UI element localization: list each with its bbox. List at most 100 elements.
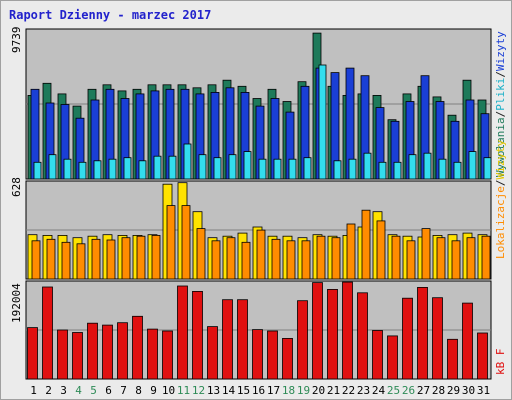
bar-kbf bbox=[402, 297, 413, 380]
bar-pliki bbox=[333, 160, 342, 180]
bar-pliki bbox=[318, 64, 327, 180]
bar-kbf bbox=[432, 297, 443, 380]
bar-kbf bbox=[237, 299, 248, 380]
bar-lokalizacje bbox=[181, 205, 191, 280]
bar-pliki bbox=[393, 161, 402, 180]
bar-lokalizacje bbox=[301, 240, 311, 280]
bar-pliki bbox=[108, 158, 117, 180]
bar-lokalizacje bbox=[481, 235, 491, 280]
bar-lokalizacje bbox=[61, 241, 71, 280]
day-label: 22 bbox=[342, 384, 355, 397]
bar-kbf bbox=[387, 335, 398, 380]
bar-kbf bbox=[207, 326, 218, 380]
panel-bottom-legend: kB F bbox=[494, 349, 507, 376]
bar-pliki bbox=[213, 157, 222, 180]
bar-kbf bbox=[27, 327, 38, 380]
bar-pliki bbox=[198, 154, 207, 180]
day-label: 30 bbox=[462, 384, 475, 397]
bar-pliki bbox=[63, 158, 72, 180]
day-label: 14 bbox=[222, 384, 236, 397]
day-label: 25 bbox=[387, 384, 400, 397]
day-label: 19 bbox=[297, 384, 310, 397]
bar-kbf bbox=[477, 332, 488, 380]
panel-middle-max-label: 628 bbox=[10, 177, 23, 197]
bar-kbf bbox=[132, 315, 143, 380]
bar-lokalizacje bbox=[256, 229, 266, 280]
bar-lokalizacje bbox=[166, 205, 176, 280]
bar-lokalizacje bbox=[136, 235, 146, 280]
bar-kbf bbox=[372, 330, 383, 380]
day-label: 10 bbox=[162, 384, 175, 397]
bar-lokalizacje bbox=[106, 239, 116, 280]
day-label: 29 bbox=[447, 384, 460, 397]
panel-top-legend-entry: / bbox=[494, 71, 507, 78]
bar-lokalizacje bbox=[31, 240, 41, 280]
bar-kbf bbox=[267, 330, 278, 380]
day-label: 9 bbox=[150, 384, 157, 397]
bar-pliki bbox=[123, 157, 132, 180]
day-label: 23 bbox=[357, 384, 370, 397]
day-label: 5 bbox=[90, 384, 97, 397]
panel-middle-legend-entry: Lokalizacje bbox=[494, 186, 507, 259]
bar-kbf bbox=[177, 285, 188, 380]
bar-kbf bbox=[192, 290, 203, 380]
bar-kbf bbox=[57, 329, 68, 380]
bar-lokalizacje bbox=[361, 209, 371, 280]
day-label: 18 bbox=[282, 384, 295, 397]
bar-lokalizacje bbox=[376, 220, 386, 280]
bar-lokalizacje bbox=[226, 237, 236, 280]
bar-pliki bbox=[153, 155, 162, 180]
bar-kbf bbox=[102, 324, 113, 380]
panel-top-max-label: 9739 bbox=[10, 27, 23, 54]
bar-lokalizacje bbox=[466, 237, 476, 280]
bar-pliki bbox=[48, 154, 57, 180]
bar-pliki bbox=[363, 152, 372, 180]
bar-pliki bbox=[423, 152, 432, 180]
panel-top-legend-entry: Wizyty bbox=[494, 31, 507, 71]
chart-title: Raport Dzienny - marzec 2017 bbox=[9, 8, 211, 22]
bar-lokalizacje bbox=[346, 223, 356, 280]
day-label: 20 bbox=[312, 384, 325, 397]
bar-pliki bbox=[33, 161, 42, 180]
bar-pliki bbox=[183, 143, 192, 180]
panel-top-legend-entry: Wywołania bbox=[494, 117, 507, 177]
bar-lokalizacje bbox=[391, 235, 401, 280]
bar-lokalizacje bbox=[406, 240, 416, 280]
bar-kbf bbox=[117, 322, 128, 380]
bar-kbf bbox=[417, 286, 428, 380]
bar-lokalizacje bbox=[211, 240, 221, 280]
bar-kbf bbox=[147, 328, 158, 380]
panel-top-legend-entry: / bbox=[494, 111, 507, 118]
panel-top-legend: Wywołania/Pliki/Wizyty bbox=[494, 31, 507, 177]
bar-kbf bbox=[282, 337, 293, 380]
bar-pliki bbox=[78, 161, 87, 180]
bar-lokalizacje bbox=[196, 228, 206, 280]
bar-pliki bbox=[438, 158, 447, 180]
day-label: 12 bbox=[192, 384, 205, 397]
day-label: 2 bbox=[45, 384, 52, 397]
bar-lokalizacje bbox=[331, 237, 341, 280]
bar-kbf bbox=[42, 286, 53, 380]
bar-lokalizacje bbox=[151, 234, 161, 280]
panel-bottom-max-label: 192004 bbox=[10, 283, 23, 323]
panel-middle-legend-entry: Wizyty bbox=[494, 139, 507, 179]
bar-lokalizacje bbox=[46, 238, 56, 280]
day-label: 8 bbox=[135, 384, 142, 397]
bar-kbf bbox=[222, 299, 233, 380]
day-label: 13 bbox=[207, 384, 220, 397]
day-label: 21 bbox=[327, 384, 340, 397]
bar-pliki bbox=[453, 161, 462, 180]
panel-top-legend-entry: Pliki bbox=[494, 78, 507, 111]
day-label: 24 bbox=[372, 384, 386, 397]
bar-lokalizacje bbox=[451, 240, 461, 280]
bar-kbf bbox=[87, 322, 98, 380]
bar-kbf bbox=[327, 288, 338, 380]
day-label: 1 bbox=[30, 384, 37, 397]
bar-pliki bbox=[168, 155, 177, 180]
bar-lokalizacje bbox=[421, 228, 431, 280]
bar-lokalizacje bbox=[316, 235, 326, 280]
day-label: 26 bbox=[402, 384, 415, 397]
day-label: 27 bbox=[417, 384, 430, 397]
bar-pliki bbox=[138, 160, 147, 180]
